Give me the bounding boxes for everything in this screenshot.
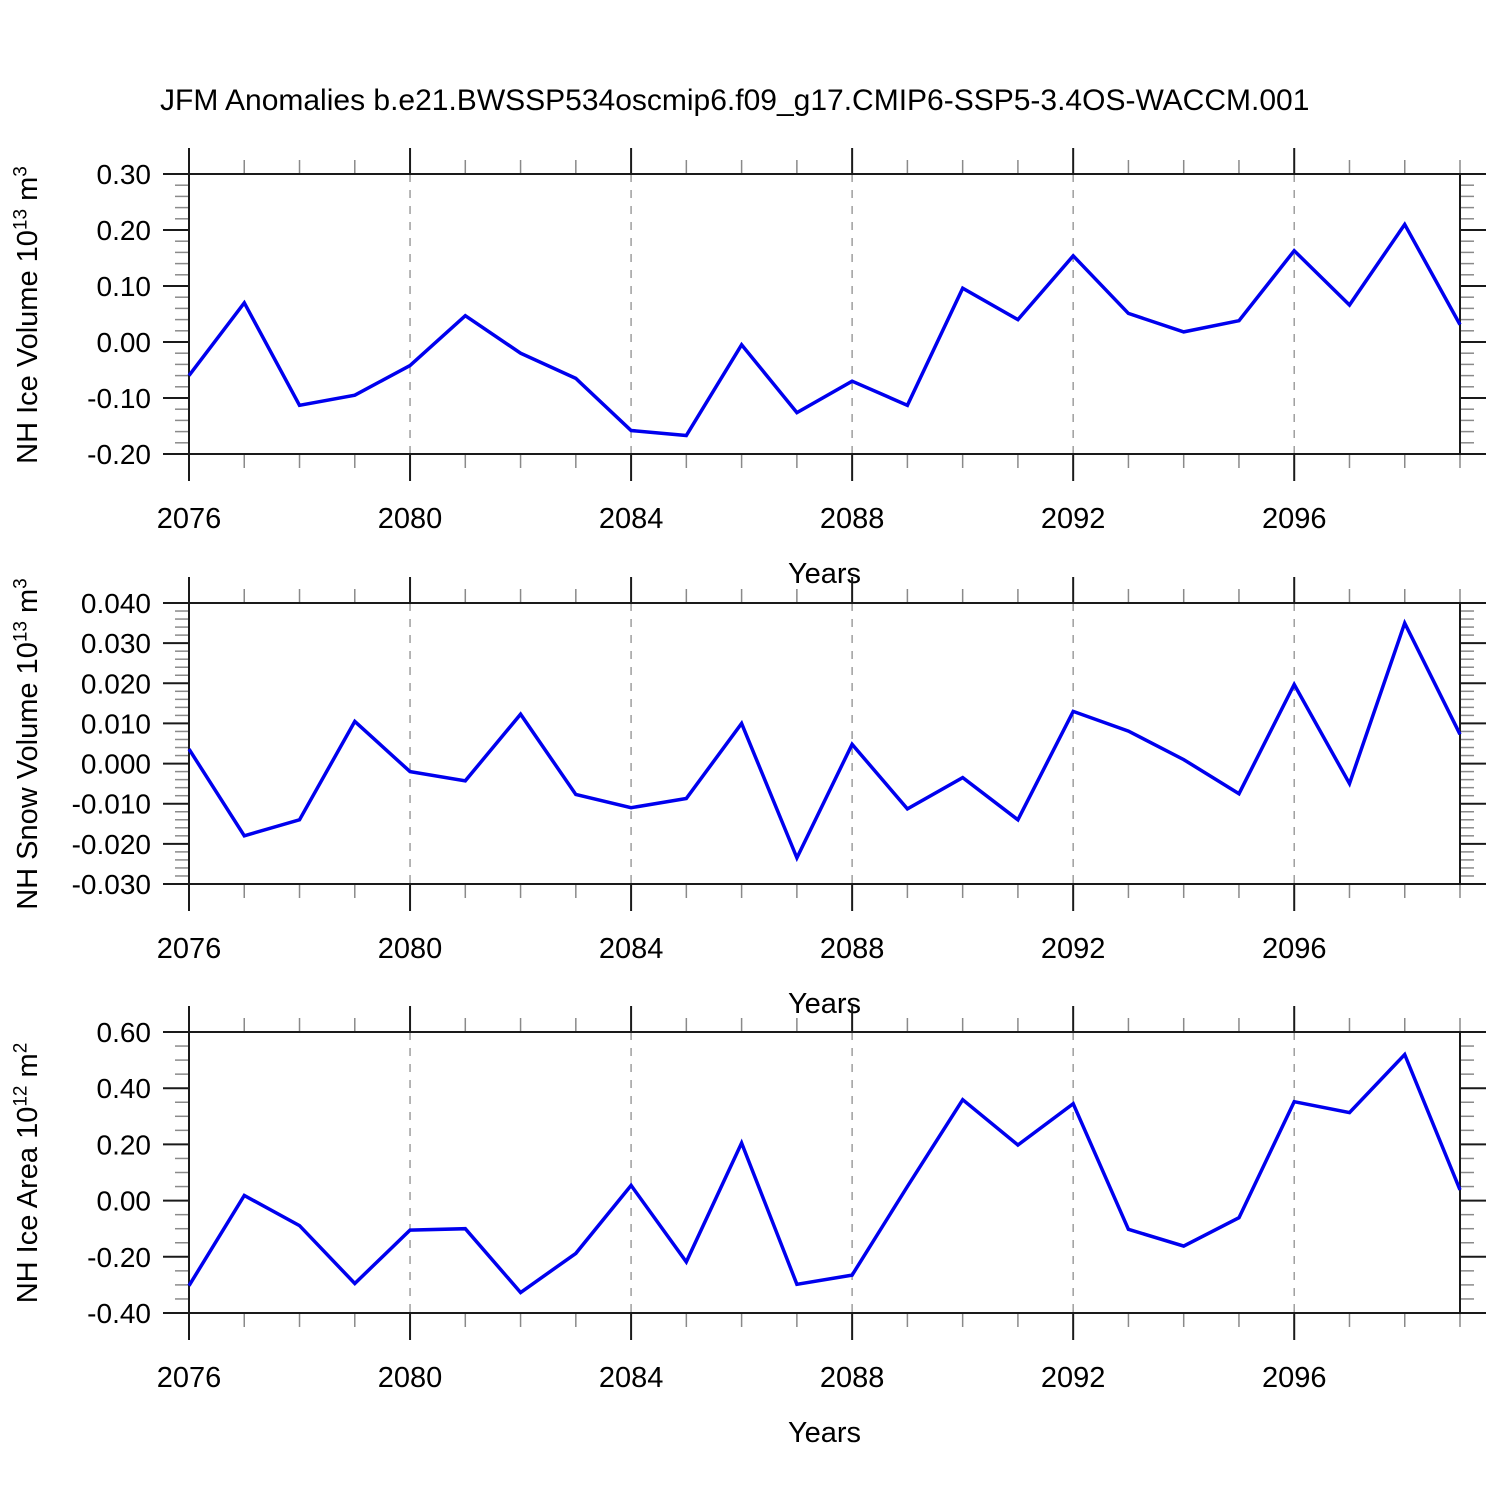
y-tick-label: -0.020 — [72, 829, 151, 860]
nh-ice-area-plot: 0.60 0.40 0.20 0.00 -0.20 -0.40 2076 2080 2084 20… — [87, 1006, 1486, 1449]
y-tick-label: -0.20 — [87, 1242, 151, 1273]
x-tick-label: 2088 — [820, 1362, 885, 1394]
x-tick-label: 2080 — [378, 1362, 443, 1394]
nh-snow-volume-plot: 0.040 0.030 0.020 0.010 0.000 -0.010 -0.020 -0.… — [72, 577, 1486, 1020]
x-tick-label: 2092 — [1041, 1362, 1106, 1394]
data-line — [187, 618, 1462, 863]
y-tick-label: -0.10 — [87, 383, 151, 414]
x-tick-label: 2096 — [1262, 933, 1327, 965]
plot-frame — [188, 173, 1461, 455]
x-tick-label: 2088 — [820, 503, 885, 535]
y-tick-label: 0.00 — [97, 327, 152, 358]
y-tick-label: 0.20 — [97, 215, 152, 246]
y-tick-label: -0.20 — [87, 439, 151, 470]
y-tick-label: 0.60 — [97, 1017, 152, 1048]
x-tick-label: 2076 — [157, 1362, 222, 1394]
plot-frame — [188, 602, 1461, 885]
y-tick-label: 0.40 — [97, 1073, 152, 1104]
figure-title: JFM Anomalies b.e21.BWSSP534oscmip6.f09_… — [160, 84, 1310, 117]
y-tick-label: 0.20 — [97, 1129, 152, 1160]
y-tick-label: 0.30 — [97, 159, 152, 190]
x-tick-label: 2096 — [1262, 503, 1327, 535]
x-tick-label: 2092 — [1041, 933, 1106, 965]
x-tick-label: 2076 — [157, 503, 222, 535]
x-tick-label: 2084 — [599, 933, 664, 965]
y-tick-label: -0.010 — [72, 789, 151, 820]
nh-ice-volume-plot: 0.30 0.20 0.10 0.00 -0.10 -0.20 2076 2080 2084 20… — [87, 148, 1486, 590]
x-tick-label: 2080 — [378, 933, 443, 965]
y-tick-label: 0.010 — [81, 708, 151, 739]
x-tick-label: 2088 — [820, 933, 885, 965]
y-tick-label: 0.00 — [97, 1186, 152, 1217]
x-tick-label: 2084 — [599, 1362, 664, 1394]
data-line — [187, 1051, 1462, 1295]
y-tick-label: -0.030 — [72, 869, 151, 900]
x-tick-label: 2092 — [1041, 503, 1106, 535]
y-tick-label: 0.020 — [81, 668, 151, 699]
x-axis-title: Years — [788, 988, 861, 1020]
y-tick-label: 0.040 — [81, 588, 151, 619]
plot-frame — [188, 1031, 1461, 1314]
y-tick-label: 0.000 — [81, 749, 151, 780]
y-tick-label: -0.40 — [87, 1298, 151, 1329]
x-tick-label: 2096 — [1262, 1362, 1327, 1394]
data-line — [187, 221, 1462, 438]
y-tick-label: 0.10 — [97, 271, 152, 302]
x-axis-title: Years — [788, 558, 861, 590]
x-tick-label: 2076 — [157, 933, 222, 965]
x-tick-label: 2080 — [378, 503, 443, 535]
y-tick-label: 0.030 — [81, 628, 151, 659]
x-axis-title: Years — [788, 1417, 861, 1449]
x-tick-label: 2084 — [599, 503, 664, 535]
